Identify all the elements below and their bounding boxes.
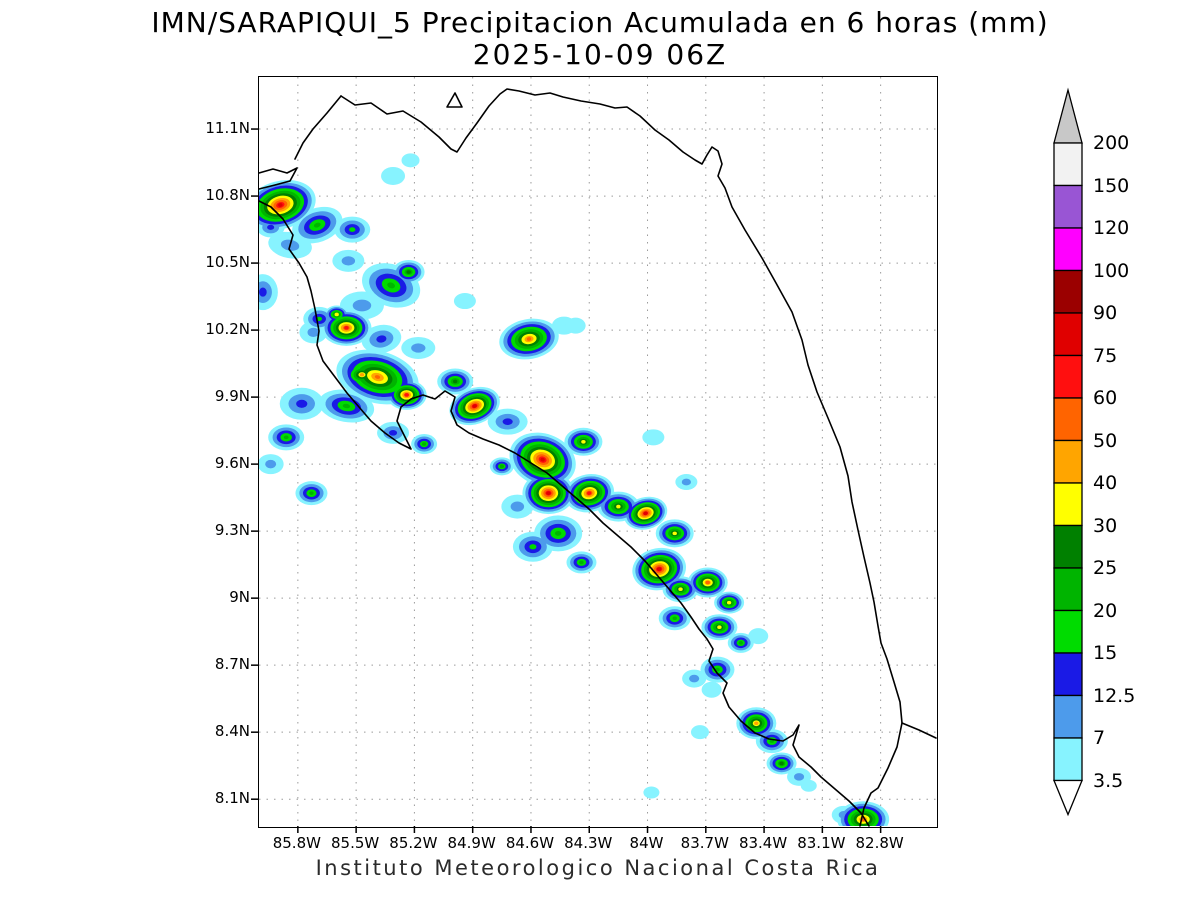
coastlines xyxy=(258,88,937,827)
footer-caption: Instituto Meteorologico Nacional Costa R… xyxy=(315,856,881,880)
tick-marks xyxy=(251,128,882,833)
colorbar-tick-label: 150 xyxy=(1093,174,1130,197)
colorbar-tick-label: 7 xyxy=(1093,727,1106,749)
precipitation-shading xyxy=(259,153,890,826)
colorbar-tick-label: 100 xyxy=(1093,259,1130,282)
x-tick-label: 84W xyxy=(629,834,664,852)
map-frame xyxy=(251,76,938,833)
y-tick-label: 8.7N xyxy=(214,655,250,674)
coastline-path xyxy=(258,200,870,827)
colorbar-under-arrow xyxy=(1053,779,1083,817)
y-tick-label: 10.8N xyxy=(205,186,250,205)
coastline-path xyxy=(446,92,463,108)
y-tick-label: 9.6N xyxy=(214,454,250,473)
y-tick-label: 9.9N xyxy=(214,387,250,406)
colorbar-tick-label: 12.5 xyxy=(1093,684,1136,707)
colorbar xyxy=(1053,87,1083,817)
x-tick-label: 83.7W xyxy=(680,834,729,852)
colorbar-tick-label: 3.5 xyxy=(1093,769,1124,792)
colorbar-tick-label: 15 xyxy=(1093,642,1118,664)
x-tick-label: 85.5W xyxy=(331,834,380,852)
chart-title: IMN/SARAPIQUI_5 Precipitacion Acumulada … xyxy=(151,6,1049,39)
colorbar-tick-label: 75 xyxy=(1093,344,1118,367)
x-tick-label: 84.6W xyxy=(505,834,555,852)
precipitation-map xyxy=(251,77,937,833)
colorbar-tick-label: 50 xyxy=(1093,429,1118,452)
y-tick-label: 9.3N xyxy=(214,521,250,540)
colorbar-tick-label: 60 xyxy=(1093,387,1118,409)
chart-subtitle: 2025-10-09 06Z xyxy=(472,38,728,71)
colorbar-tick-label: 90 xyxy=(1093,302,1118,324)
colorbar-tick-label: 120 xyxy=(1093,217,1130,239)
coastline-path xyxy=(340,88,903,827)
coastline-path xyxy=(258,167,298,190)
y-tick-label: 11.1N xyxy=(205,119,250,138)
colorbar-tick-label: 20 xyxy=(1093,599,1118,622)
coastline-path xyxy=(901,722,937,739)
y-tick-label: 8.1N xyxy=(214,789,250,808)
colorbar-tick-label: 30 xyxy=(1093,514,1118,537)
x-tick-label: 84.9W xyxy=(447,834,496,852)
colorbar-tick-label: 40 xyxy=(1093,472,1118,494)
x-tick-label: 85.2W xyxy=(389,834,438,852)
x-tick-label: 83.1W xyxy=(797,834,846,852)
y-tick-label: 9N xyxy=(229,588,250,607)
colorbar-tick-label: 25 xyxy=(1093,557,1118,579)
colorbar-over-arrow xyxy=(1053,87,1083,144)
gridlines xyxy=(259,77,936,826)
colorbar-tick-label: 200 xyxy=(1093,132,1130,154)
x-tick-label: 84.3W xyxy=(564,834,613,852)
coastline-path xyxy=(294,95,342,160)
y-tick-label: 10.5N xyxy=(205,253,250,272)
x-tick-label: 85.8W xyxy=(272,834,321,852)
y-tick-label: 8.4N xyxy=(214,722,250,741)
y-tick-label: 10.2N xyxy=(205,320,250,339)
x-tick-label: 82.8W xyxy=(855,834,904,852)
x-tick-label: 83.4W xyxy=(738,834,788,852)
